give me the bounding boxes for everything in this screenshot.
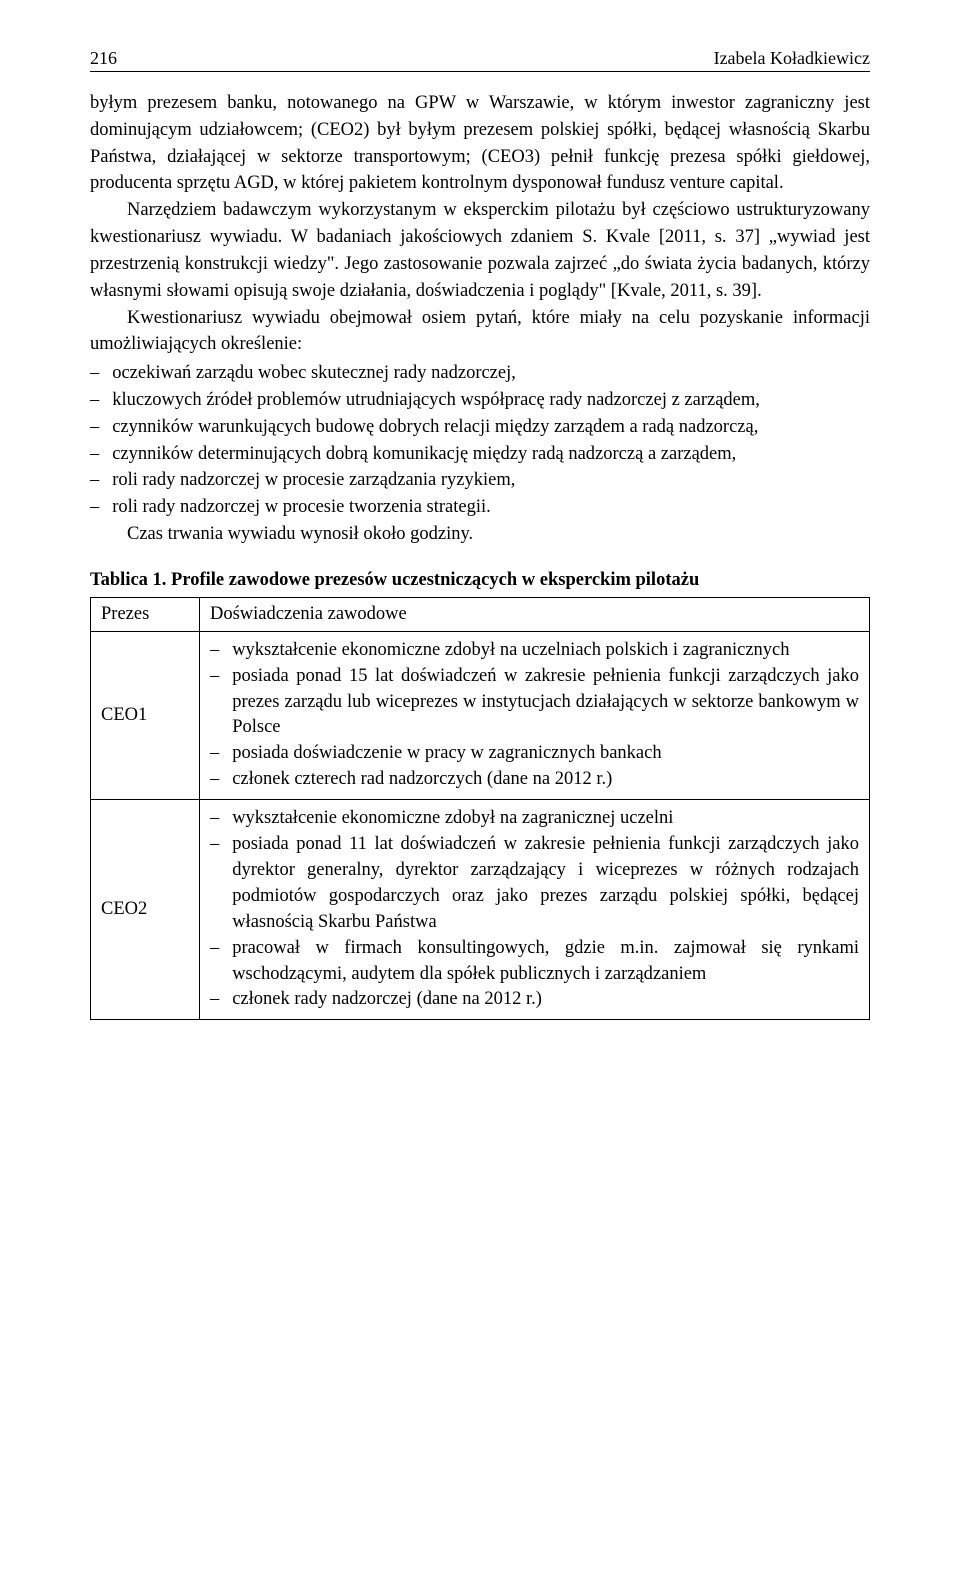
cell-list-item: pracował w firmach konsultingowych, gdzi…: [210, 936, 859, 988]
list-item: roli rady nadzorczej w procesie zarządza…: [90, 467, 870, 494]
list-item: roli rady nadzorczej w procesie tworzeni…: [90, 494, 870, 521]
cell-list-item: wykształcenie ekonomiczne zdobył na zagr…: [210, 806, 859, 832]
paragraph-3: Kwestionariusz wywiadu obejmował osiem p…: [90, 305, 870, 359]
table-header-row: Prezes Doświadczenia zawodowe: [91, 597, 870, 631]
cell-list-item: członek czterech rad nadzorczych (dane n…: [210, 767, 859, 793]
table-title: Tablica 1. Profile zawodowe prezesów ucz…: [90, 570, 870, 591]
page-number: 216: [90, 48, 117, 69]
list-item: czynników determinujących dobrą komunika…: [90, 441, 870, 468]
table-header-prezes: Prezes: [91, 597, 200, 631]
paragraph-2: Narzędziem badawczym wykorzystanym w eks…: [90, 197, 870, 304]
row-label: CEO1: [91, 631, 200, 799]
table-row: CEO2 wykształcenie ekonomiczne zdobył na…: [91, 800, 870, 1020]
row-content: wykształcenie ekonomiczne zdobył na zagr…: [200, 800, 870, 1020]
cell-list: wykształcenie ekonomiczne zdobył na ucze…: [210, 638, 859, 793]
cell-list-item: posiada doświadczenie w pracy w zagranic…: [210, 741, 859, 767]
running-header: 216 Izabela Koładkiewicz: [90, 48, 870, 72]
body-text: byłym prezesem banku, notowanego na GPW …: [90, 90, 870, 548]
table-header-doswiadczenia: Doświadczenia zawodowe: [200, 597, 870, 631]
questionnaire-list: oczekiwań zarządu wobec skutecznej rady …: [90, 360, 870, 521]
table-row: CEO1 wykształcenie ekonomiczne zdobył na…: [91, 631, 870, 799]
cell-list-item: posiada ponad 15 lat doświadczeń w zakre…: [210, 664, 859, 742]
list-item: kluczowych źródeł problemów utrudniający…: [90, 387, 870, 414]
cell-list-item: członek rady nadzorczej (dane na 2012 r.…: [210, 987, 859, 1013]
list-item: oczekiwań zarządu wobec skutecznej rady …: [90, 360, 870, 387]
profile-table: Prezes Doświadczenia zawodowe CEO1 wyksz…: [90, 597, 870, 1020]
row-label: CEO2: [91, 800, 200, 1020]
row-content: wykształcenie ekonomiczne zdobył na ucze…: [200, 631, 870, 799]
paragraph-1: byłym prezesem banku, notowanego na GPW …: [90, 90, 870, 197]
paragraph-4: Czas trwania wywiadu wynosił około godzi…: [90, 521, 870, 548]
page: 216 Izabela Koładkiewicz byłym prezesem …: [0, 0, 960, 1576]
list-item: czynników warunkujących budowę dobrych r…: [90, 414, 870, 441]
cell-list: wykształcenie ekonomiczne zdobył na zagr…: [210, 806, 859, 1013]
cell-list-item: wykształcenie ekonomiczne zdobył na ucze…: [210, 638, 859, 664]
author-name: Izabela Koładkiewicz: [714, 48, 870, 69]
cell-list-item: posiada ponad 11 lat doświadczeń w zakre…: [210, 832, 859, 936]
